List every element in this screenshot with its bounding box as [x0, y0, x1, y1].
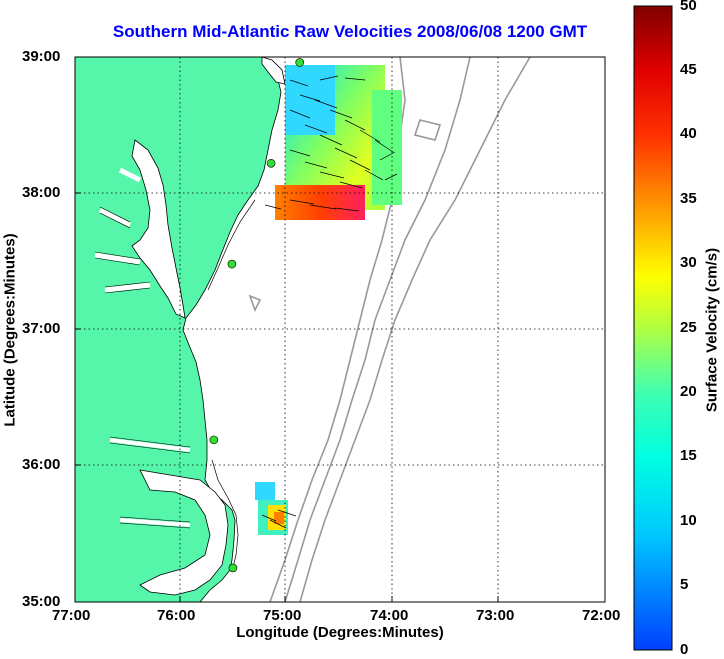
map-title: Southern Mid-Atlantic Raw Velocities 200…	[112, 22, 588, 41]
colorbar	[633, 5, 673, 651]
x-tick-label: 73:00	[476, 607, 515, 624]
y-tick-label: 36:00	[22, 456, 61, 473]
velocity-vectors	[261, 75, 398, 529]
velocity-field-north	[275, 65, 402, 220]
colorbar-tick: 50	[680, 0, 697, 14]
y-tick-label: 38:00	[22, 184, 61, 201]
map-grid	[75, 57, 605, 602]
x-tick-label: 75:00	[263, 607, 302, 624]
y-tick-label: 35:00	[22, 593, 61, 610]
radar-station-marker	[227, 259, 237, 269]
radar-station-marker	[228, 563, 238, 573]
axis-ticks-marks	[75, 192, 499, 602]
radar-stations	[209, 58, 305, 573]
colorbar-tick: 15	[680, 447, 697, 464]
x-tick-label: 72:00	[582, 607, 621, 624]
pamlico-sound	[139, 469, 229, 596]
colorbar-tick: 20	[680, 383, 697, 400]
radar-station-marker	[209, 435, 219, 445]
x-tick-label: 76:00	[157, 607, 196, 624]
colorbar-tick: 0	[680, 641, 689, 658]
radar-station-marker	[266, 158, 276, 168]
colorbar-tick: 10	[680, 512, 697, 529]
colorbar-tick: 35	[680, 190, 697, 207]
colorbar-tick: 45	[680, 61, 697, 78]
radar-station-marker	[295, 58, 305, 67]
y-tick-label: 39:00	[22, 48, 61, 65]
x-tick-label: 77:00	[52, 607, 91, 624]
colorbar-tick: 25	[680, 319, 697, 336]
x-axis-label: Longitude (Degrees:Minutes)	[236, 624, 444, 641]
colorbar-tick: 5	[680, 576, 689, 593]
coastal-lagoon	[207, 199, 256, 291]
bay-tributaries	[94, 167, 151, 293]
chesapeake-bay	[131, 139, 186, 319]
x-tick-label: 74:00	[370, 607, 409, 624]
colorbar-tick: 40	[680, 125, 697, 142]
colorbar-tick: 30	[680, 254, 697, 271]
delaware-bay	[261, 57, 286, 85]
outer-banks	[211, 459, 239, 573]
colorbar-label: Surface Velocity (cm/s)	[703, 247, 721, 413]
y-axis-label: Latitude (Degrees:Minutes)	[1, 233, 19, 427]
y-tick-label: 37:00	[22, 320, 61, 337]
